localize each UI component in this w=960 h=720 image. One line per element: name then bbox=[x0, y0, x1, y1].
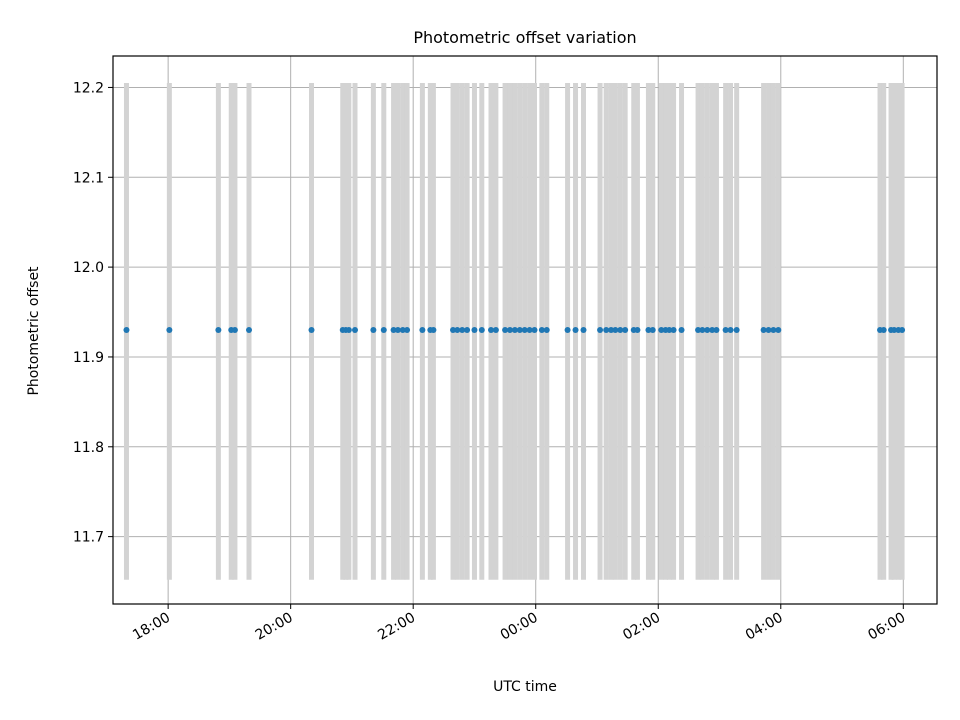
data-point bbox=[538, 327, 545, 333]
y-tick-label: 12.0 bbox=[73, 260, 104, 276]
x-tick-label: 22:00 bbox=[375, 610, 418, 644]
y-tick-label: 12.2 bbox=[73, 80, 104, 96]
data-point bbox=[775, 327, 782, 333]
data-point bbox=[543, 327, 550, 333]
x-tick-label: 04:00 bbox=[743, 610, 786, 644]
data-point bbox=[492, 327, 499, 333]
data-point bbox=[597, 327, 604, 333]
data-point bbox=[404, 327, 411, 333]
data-point bbox=[622, 327, 629, 333]
data-point bbox=[166, 327, 173, 333]
data-point bbox=[502, 327, 509, 333]
data-point bbox=[231, 327, 238, 333]
x-tick-label: 00:00 bbox=[498, 610, 541, 644]
data-point bbox=[471, 327, 478, 333]
y-tick-label: 11.8 bbox=[73, 440, 104, 456]
data-point bbox=[572, 327, 579, 333]
data-point bbox=[670, 327, 677, 333]
data-point bbox=[308, 327, 315, 333]
data-point bbox=[526, 327, 533, 333]
data-point bbox=[666, 327, 673, 333]
data-point bbox=[531, 327, 538, 333]
data-point bbox=[564, 327, 571, 333]
data-point bbox=[370, 327, 377, 333]
data-point bbox=[399, 327, 406, 333]
x-tick-label: 02:00 bbox=[620, 610, 663, 644]
data-point bbox=[760, 327, 767, 333]
data-point bbox=[487, 327, 494, 333]
data-point bbox=[380, 327, 387, 333]
data-point bbox=[891, 327, 898, 333]
data-point bbox=[345, 327, 352, 333]
data-point bbox=[899, 327, 906, 333]
data-point bbox=[450, 327, 457, 333]
data-point bbox=[506, 327, 513, 333]
y-axis-label: Photometric offset bbox=[26, 266, 42, 396]
data-point bbox=[765, 327, 772, 333]
x-tick-label: 06:00 bbox=[865, 610, 908, 644]
data-point bbox=[430, 327, 437, 333]
data-point bbox=[580, 327, 587, 333]
data-point bbox=[608, 327, 615, 333]
data-point bbox=[658, 327, 665, 333]
data-point bbox=[464, 327, 471, 333]
data-point bbox=[695, 327, 702, 333]
y-tick-label: 12.1 bbox=[73, 170, 104, 186]
data-point bbox=[770, 327, 777, 333]
data-point bbox=[733, 327, 740, 333]
data-point bbox=[645, 327, 652, 333]
x-tick-label: 20:00 bbox=[253, 610, 296, 644]
data-point bbox=[246, 327, 253, 333]
chart-title: Photometric offset variation bbox=[413, 28, 636, 47]
data-point bbox=[713, 327, 720, 333]
data-point bbox=[617, 327, 624, 333]
data-point bbox=[419, 327, 426, 333]
data-point bbox=[394, 327, 401, 333]
data-points bbox=[123, 327, 906, 333]
data-point bbox=[612, 327, 619, 333]
data-point bbox=[704, 327, 711, 333]
data-point bbox=[511, 327, 518, 333]
data-point bbox=[880, 327, 887, 333]
data-point bbox=[351, 327, 358, 333]
data-point bbox=[454, 327, 461, 333]
data-point bbox=[459, 327, 466, 333]
data-point bbox=[649, 327, 656, 333]
data-point bbox=[521, 327, 528, 333]
data-point bbox=[390, 327, 397, 333]
data-point bbox=[123, 327, 130, 333]
plot-frame bbox=[112, 55, 938, 605]
data-point bbox=[699, 327, 706, 333]
data-point bbox=[709, 327, 716, 333]
x-tick-label: 18:00 bbox=[130, 610, 173, 644]
x-axis-label: UTC time bbox=[493, 679, 557, 695]
data-point bbox=[634, 327, 641, 333]
data-point bbox=[727, 327, 734, 333]
data-point bbox=[678, 327, 685, 333]
data-point bbox=[478, 327, 485, 333]
data-point bbox=[215, 327, 222, 333]
data-point bbox=[516, 327, 523, 333]
data-point bbox=[603, 327, 610, 333]
y-tick-label: 11.7 bbox=[73, 530, 104, 546]
y-tick-label: 11.9 bbox=[73, 350, 104, 366]
data-point bbox=[722, 327, 729, 333]
